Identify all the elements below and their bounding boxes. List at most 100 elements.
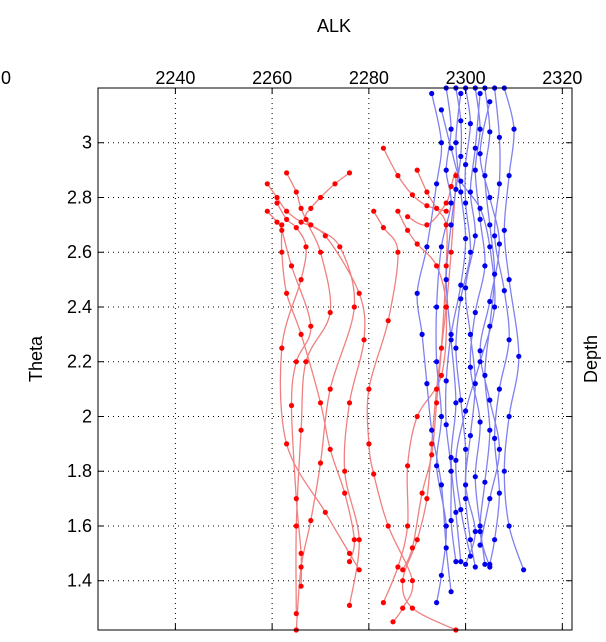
- blue-data-point: [448, 145, 454, 151]
- red-data-point: [298, 564, 304, 570]
- x-tick-label: 2280: [349, 68, 389, 88]
- blue-data-point: [463, 285, 469, 291]
- blue-series-line-11: [435, 87, 452, 603]
- chart-title: ALK: [317, 16, 351, 36]
- red-data-point: [395, 208, 401, 214]
- red-data-point: [414, 241, 420, 247]
- red-data-point: [342, 490, 348, 496]
- y-tick-label: 3: [82, 133, 92, 153]
- blue-data-point: [448, 454, 454, 461]
- blue-data-point: [467, 249, 473, 255]
- blue-data-point: [501, 227, 507, 233]
- red-data-point: [443, 222, 449, 228]
- blue-data-point: [438, 244, 444, 250]
- red-data-point: [279, 249, 285, 255]
- blue-data-point: [434, 463, 440, 469]
- red-data-point: [414, 167, 420, 173]
- red-data-point: [424, 496, 430, 502]
- blue-data-point: [467, 331, 473, 337]
- blue-data-point: [458, 397, 464, 403]
- blue-data-point: [453, 400, 459, 406]
- red-data-point: [434, 386, 440, 392]
- red-data-point: [293, 611, 299, 617]
- blue-data-point: [458, 296, 464, 302]
- blue-data-point: [506, 523, 512, 529]
- blue-data-point: [496, 241, 502, 247]
- red-data-point: [351, 537, 357, 543]
- red-data-point: [346, 550, 353, 557]
- blue-data-point: [463, 561, 469, 567]
- red-data-point: [429, 452, 435, 458]
- red-data-point: [279, 345, 285, 351]
- red-data-point: [429, 441, 435, 447]
- blue-data-point: [453, 559, 459, 565]
- blue-data-point: [492, 304, 498, 310]
- blue-data-point: [443, 523, 449, 529]
- red-data-point: [356, 537, 362, 543]
- blue-data-point: [438, 572, 444, 578]
- blue-data-point: [506, 413, 512, 420]
- blue-data-point: [477, 542, 483, 548]
- red-data-point: [443, 304, 449, 310]
- blue-data-point: [467, 189, 473, 195]
- blue-data-point: [467, 553, 473, 559]
- red-data-point: [274, 219, 280, 225]
- red-data-point: [395, 564, 401, 570]
- blue-data-point: [482, 479, 488, 485]
- red-data-point: [405, 214, 411, 220]
- blue-data-point: [448, 589, 454, 595]
- blue-series-line-15: [479, 87, 496, 568]
- blue-data-point: [458, 507, 464, 513]
- blue-data-point: [463, 408, 469, 414]
- blue-data-point: [477, 528, 483, 535]
- red-data-point: [385, 318, 391, 324]
- red-data-point: [371, 208, 377, 214]
- blue-data-point: [482, 372, 488, 378]
- blue-data-point: [487, 244, 493, 250]
- blue-data-point: [458, 90, 464, 97]
- blue-data-point: [477, 205, 483, 211]
- red-data-point: [346, 400, 353, 406]
- blue-data-point: [477, 359, 483, 365]
- blue-data-point: [492, 435, 498, 441]
- red-data-point: [346, 170, 353, 176]
- red-data-point: [298, 219, 304, 225]
- red-series-line-2: [266, 183, 366, 606]
- red-data-point: [356, 567, 362, 573]
- blue-data-point: [463, 446, 469, 452]
- red-data-point: [293, 189, 299, 195]
- red-data-point: [400, 578, 406, 584]
- red-data-point: [351, 304, 357, 310]
- blue-data-point: [458, 118, 464, 124]
- blue-data-point: [496, 386, 502, 392]
- y-tick-label: 1.8: [67, 461, 92, 481]
- blue-data-point: [463, 162, 469, 168]
- red-data-point: [380, 225, 386, 231]
- y-tick-label: 1.4: [67, 571, 92, 591]
- blue-data-point: [516, 353, 522, 359]
- red-data-point: [303, 244, 309, 250]
- blue-data-point: [482, 173, 488, 179]
- red-data-point: [434, 205, 440, 211]
- y-axis: 1.4 1.6 1.8 2 2.2 2.4 2.6 2.8 3: [67, 133, 572, 591]
- red-data-point: [298, 427, 304, 433]
- red-data-point: [327, 386, 333, 392]
- red-data-point: [308, 205, 314, 211]
- y-tick-label: 2.6: [67, 242, 92, 262]
- red-data-point: [346, 602, 353, 609]
- red-data-point: [284, 208, 290, 214]
- blue-data-point: [477, 419, 483, 425]
- blue-data-point: [492, 537, 498, 543]
- blue-data-point: [477, 348, 483, 354]
- blue-data-point: [458, 559, 464, 565]
- blue-data-point: [438, 482, 444, 488]
- red-data-point: [405, 227, 411, 233]
- blue-data-point: [467, 121, 473, 127]
- red-data-point: [279, 222, 285, 228]
- red-data-point: [317, 249, 324, 255]
- blue-data-point: [424, 244, 430, 250]
- red-data-point: [409, 578, 415, 584]
- red-data-point: [443, 263, 449, 269]
- blue-data-point: [463, 496, 469, 502]
